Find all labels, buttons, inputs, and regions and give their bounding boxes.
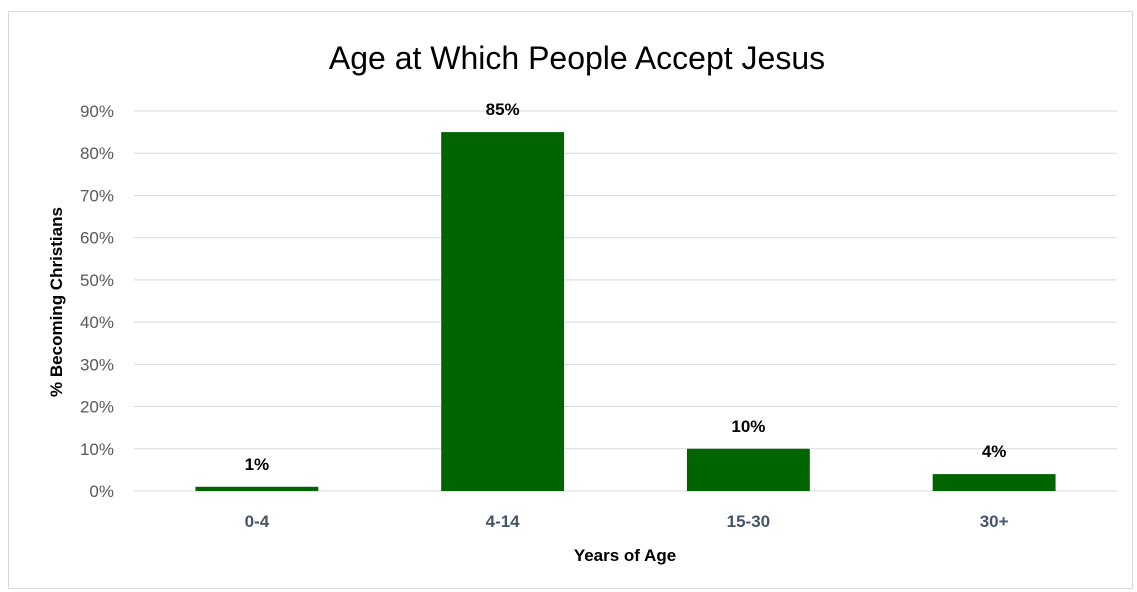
bar xyxy=(441,132,565,491)
bars xyxy=(195,132,1056,491)
chart-title: Age at Which People Accept Jesus xyxy=(329,40,825,76)
x-category-label: 30+ xyxy=(980,512,1009,531)
x-axis-categories: 0-4 4-14 15-30 30+ xyxy=(245,512,1009,531)
x-category-label: 15-30 xyxy=(727,512,770,531)
y-tick-label: 80% xyxy=(80,144,114,163)
x-category-label: 0-4 xyxy=(245,512,270,531)
data-labels: 1% 85% 10% 4% xyxy=(245,100,1007,474)
x-category-label: 4-14 xyxy=(486,512,521,531)
y-tick-label: 10% xyxy=(80,440,114,459)
y-tick-label: 40% xyxy=(80,313,114,332)
data-label: 10% xyxy=(731,417,765,436)
y-tick-label: 90% xyxy=(80,102,114,121)
data-label: 1% xyxy=(245,455,270,474)
y-tick-label: 20% xyxy=(80,398,114,417)
data-label: 4% xyxy=(982,442,1007,461)
y-tick-label: 50% xyxy=(80,271,114,290)
bar xyxy=(932,474,1056,491)
y-axis-title: % Becoming Christians xyxy=(47,207,66,397)
y-tick-label: 30% xyxy=(80,355,114,374)
y-tick-label: 60% xyxy=(80,229,114,248)
x-axis-title: Years of Age xyxy=(574,546,676,565)
bar xyxy=(686,448,810,491)
chart-frame xyxy=(8,11,1133,589)
y-tick-label: 70% xyxy=(80,186,114,205)
y-tick-label: 0% xyxy=(89,482,114,501)
data-label: 85% xyxy=(486,100,520,119)
bar xyxy=(195,486,319,491)
y-axis-ticks: 0% 10% 20% 30% 40% 50% 60% 70% 80% 90% xyxy=(80,102,114,501)
gridlines xyxy=(134,110,1117,492)
